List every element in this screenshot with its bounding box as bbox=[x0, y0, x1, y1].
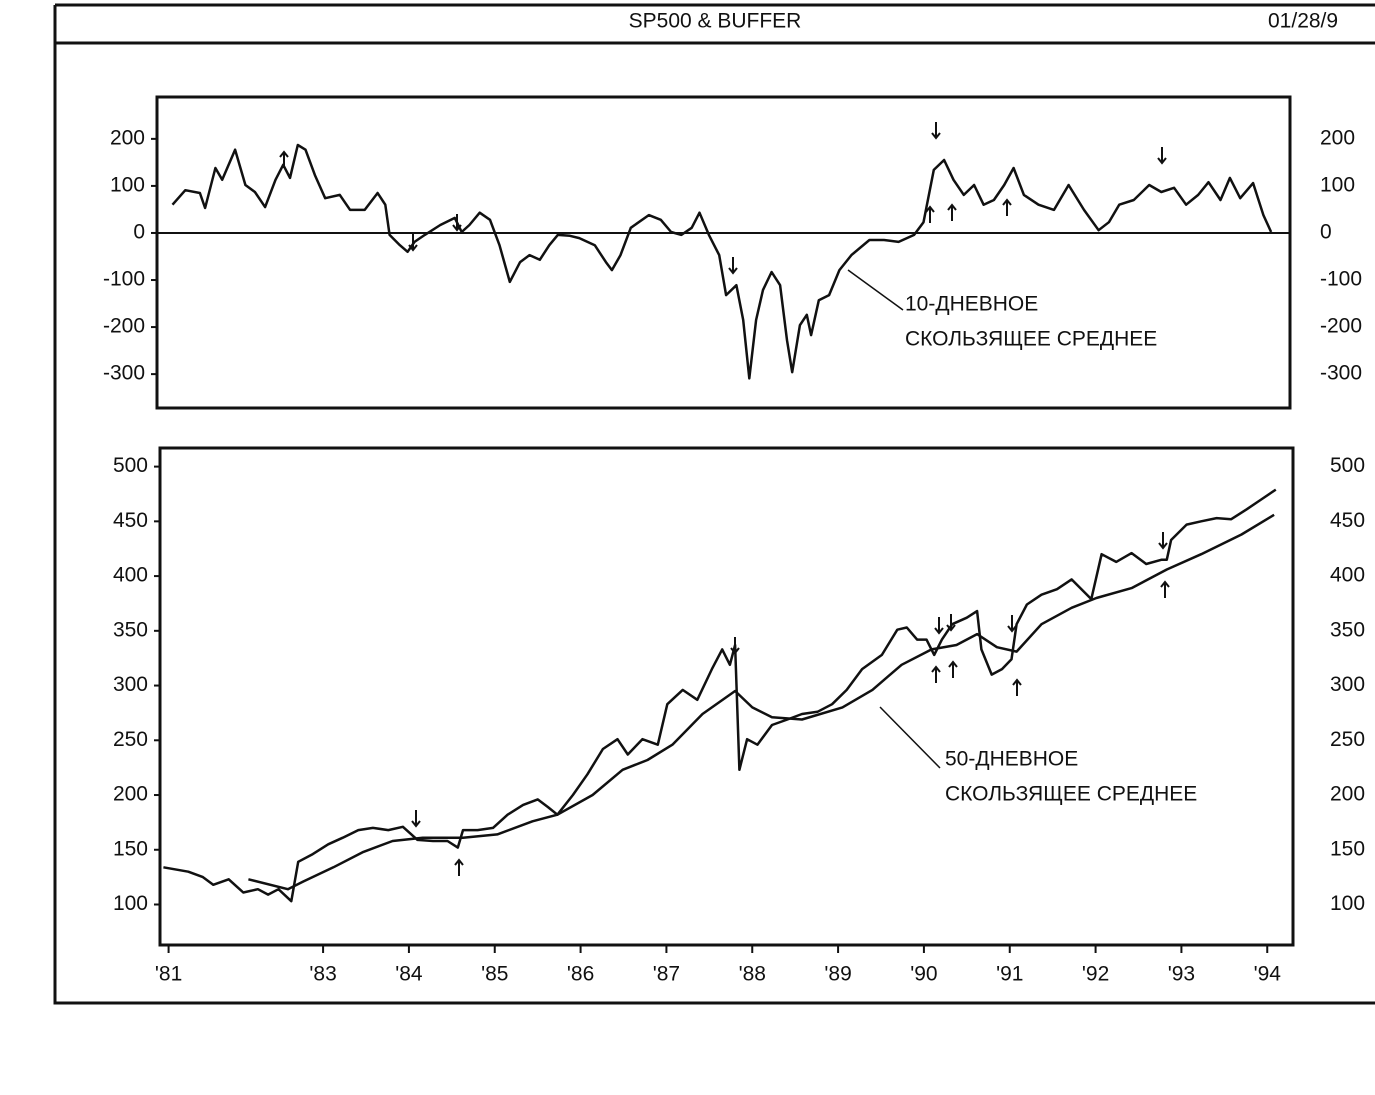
y-tick-label-right: 500 bbox=[1330, 454, 1365, 477]
y-tick-label: 450 bbox=[113, 509, 148, 532]
x-tick-label: '91 bbox=[996, 963, 1023, 986]
signal-arrow bbox=[1002, 198, 1012, 216]
signal-arrow bbox=[728, 257, 738, 275]
x-tick-label: '94 bbox=[1254, 963, 1282, 986]
y-tick-label: -200 bbox=[103, 315, 145, 338]
x-tick-label: '88 bbox=[739, 963, 766, 986]
plot-frame bbox=[155, 95, 1292, 410]
signal-arrow bbox=[1157, 147, 1167, 165]
y-tick-label-right: 0 bbox=[1320, 221, 1332, 244]
y-tick-label-right: -100 bbox=[1320, 268, 1362, 291]
signal-arrow bbox=[931, 122, 941, 140]
signal-arrow bbox=[947, 203, 957, 221]
y-tick-label: 500 bbox=[113, 454, 148, 477]
signal-arrow bbox=[931, 665, 941, 683]
x-tick-label: '81 bbox=[155, 963, 182, 986]
annotation: 10-ДНЕВНОЕ bbox=[905, 293, 1038, 316]
y-tick-label: 100 bbox=[110, 173, 145, 196]
signal-arrow bbox=[730, 637, 740, 655]
signal-arrow bbox=[1007, 615, 1017, 633]
y-tick-label-right: 200 bbox=[1320, 126, 1355, 149]
series-line bbox=[171, 143, 1273, 380]
chart-date: 01/28/9 bbox=[1268, 10, 1338, 33]
x-tick-label: '92 bbox=[1082, 963, 1109, 986]
annotation: 50-ДНЕВНОЕ bbox=[945, 748, 1078, 771]
signal-arrow bbox=[946, 614, 956, 632]
x-tick-label: '86 bbox=[567, 963, 594, 986]
series-line bbox=[248, 513, 1275, 891]
x-tick-label: '87 bbox=[653, 963, 680, 986]
annotation-leader bbox=[879, 706, 941, 769]
x-tick-label: '85 bbox=[481, 963, 508, 986]
x-tick-label: '90 bbox=[910, 963, 937, 986]
y-tick-label: 200 bbox=[110, 126, 145, 149]
annotation: СКОЛЬЗЯЩЕЕ СРЕДНЕЕ bbox=[905, 328, 1157, 351]
signal-arrow bbox=[1160, 580, 1170, 598]
signal-arrow bbox=[934, 617, 944, 635]
y-tick-label: 100 bbox=[113, 892, 148, 915]
y-tick-label-right: 350 bbox=[1330, 618, 1365, 641]
x-tick-label: '84 bbox=[395, 963, 423, 986]
y-tick-label: 300 bbox=[113, 673, 148, 696]
signal-arrow bbox=[408, 234, 418, 252]
y-tick-label-right: -300 bbox=[1320, 362, 1362, 385]
y-tick-label-right: 300 bbox=[1330, 673, 1365, 696]
series-line bbox=[163, 488, 1277, 903]
y-tick-label-right: 450 bbox=[1330, 509, 1365, 532]
signal-arrow bbox=[411, 810, 421, 828]
signal-arrow bbox=[948, 660, 958, 678]
chart-title: SP500 & BUFFER bbox=[629, 10, 802, 33]
signal-arrow bbox=[452, 214, 462, 232]
annotation-leader bbox=[847, 269, 904, 311]
y-tick-label-right: -200 bbox=[1320, 315, 1362, 338]
y-tick-label: 250 bbox=[113, 728, 148, 751]
y-tick-label-right: 400 bbox=[1330, 564, 1365, 587]
signal-arrow bbox=[279, 150, 289, 168]
y-tick-label: 0 bbox=[133, 221, 145, 244]
signal-arrow bbox=[925, 205, 935, 223]
y-tick-label-right: 100 bbox=[1330, 892, 1365, 915]
y-tick-label-right: 250 bbox=[1330, 728, 1365, 751]
signal-arrow bbox=[1158, 532, 1168, 550]
y-tick-label-right: 150 bbox=[1330, 837, 1365, 860]
y-tick-label-right: 200 bbox=[1330, 783, 1365, 806]
signal-arrow bbox=[454, 858, 464, 876]
plot-frame bbox=[158, 446, 1295, 947]
x-tick-label: '83 bbox=[309, 963, 336, 986]
y-tick-label: -300 bbox=[103, 362, 145, 385]
signal-arrow bbox=[1012, 678, 1022, 696]
y-tick-label: 350 bbox=[113, 618, 148, 641]
y-tick-label: -100 bbox=[103, 268, 145, 291]
y-tick-label: 200 bbox=[113, 783, 148, 806]
annotation: СКОЛЬЗЯЩЕЕ СРЕДНЕЕ bbox=[945, 783, 1197, 806]
x-tick-label: '93 bbox=[1168, 963, 1195, 986]
y-tick-label: 400 bbox=[113, 564, 148, 587]
y-tick-label-right: 100 bbox=[1320, 173, 1355, 196]
y-tick-label: 150 bbox=[113, 837, 148, 860]
x-tick-label: '89 bbox=[824, 963, 851, 986]
page-frame bbox=[53, 3, 1375, 1005]
